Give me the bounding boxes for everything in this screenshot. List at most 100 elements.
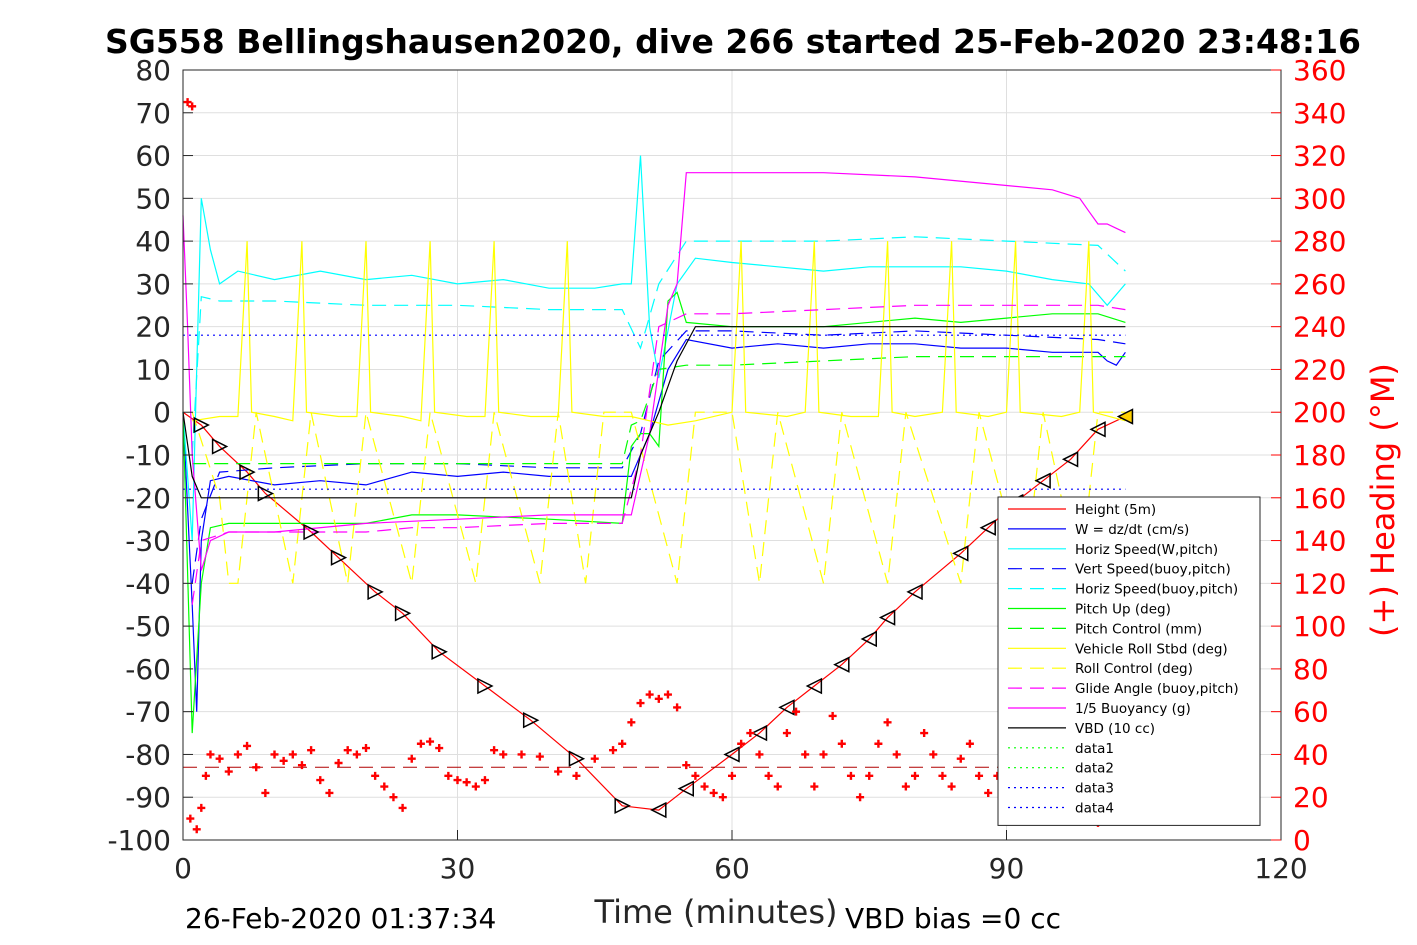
heading-point: [407, 754, 416, 763]
heading-point: [782, 729, 791, 738]
right-y-axis: 3603403203002802602402202001801601401201…: [1271, 54, 1346, 857]
depth-marker: [1089, 421, 1106, 438]
legend-label: data3: [1075, 781, 1114, 797]
y-tick-label: 80: [135, 54, 171, 87]
dive-end-time: 26-Feb-2020 01:37:34: [185, 902, 496, 935]
heading-point: [252, 763, 261, 772]
heading-point: [956, 754, 965, 763]
heading-point: [645, 690, 654, 699]
heading-point: [682, 761, 691, 770]
heading-point: [709, 788, 718, 797]
depth-marker: [614, 797, 631, 814]
depth-marker: [723, 746, 740, 763]
depth-marker: [650, 801, 667, 819]
heading-point: [590, 754, 599, 763]
legend-label: Vert Speed(buoy,pitch): [1075, 562, 1231, 578]
heading-point: [426, 737, 435, 746]
heading-point: [819, 750, 828, 759]
heading-point: [297, 761, 306, 770]
heading-point: [416, 739, 425, 748]
y-right-tick-label: 300: [1293, 182, 1346, 215]
heading-point: [609, 746, 618, 755]
depth-marker: [750, 724, 768, 742]
legend: Height (5m) W = dz/dt (cm/s) Horiz Speed(W…: [997, 496, 1261, 826]
heading-point: [792, 707, 801, 716]
heading-point: [371, 771, 380, 780]
heading-point: [654, 694, 663, 703]
depth-marker: [257, 485, 275, 502]
heading-point: [380, 782, 389, 791]
heading-point: [233, 750, 242, 759]
heading-point: [773, 782, 782, 791]
heading-point: [901, 782, 910, 791]
y-tick-label: -20: [125, 482, 171, 515]
heading-point: [572, 771, 581, 780]
y-right-tick-label: 0: [1293, 824, 1311, 857]
y-right-tick-label: 280: [1293, 225, 1346, 258]
heading-point: [929, 750, 938, 759]
depth-marker: [778, 699, 795, 716]
heading-point: [965, 739, 974, 748]
y-right-tick-label: 320: [1293, 140, 1346, 173]
heading-point: [490, 746, 499, 755]
depth-marker: [677, 780, 694, 797]
heading-point: [435, 744, 444, 753]
heading-point: [828, 711, 837, 720]
y-right-tick-label: 80: [1293, 653, 1329, 686]
series-line-6: [192, 356, 1126, 465]
legend-label: Horiz Speed(W,pitch): [1075, 542, 1218, 558]
legend-label: data4: [1075, 801, 1114, 817]
depth-marker: [952, 545, 969, 562]
heading-point: [920, 729, 929, 738]
series-line-10: [182, 172, 1126, 571]
y-tick-label: -80: [125, 738, 171, 771]
heading-point: [975, 771, 984, 780]
heading-point: [911, 771, 919, 780]
heading-point: [389, 793, 398, 802]
heading-point: [453, 776, 462, 785]
legend-label: VBD (10 cc): [1075, 721, 1155, 737]
heading-point: [206, 750, 215, 759]
heading-point: [883, 718, 892, 727]
heading-point: [197, 803, 206, 812]
legend-box: [997, 496, 1261, 826]
heading-point: [627, 718, 636, 727]
depth-marker: [239, 463, 256, 481]
heading-point: [718, 793, 727, 802]
y-right-tick-label: 260: [1293, 268, 1346, 301]
heading-point: [746, 729, 755, 738]
heading-point: [947, 782, 956, 791]
heading-point: [691, 771, 700, 780]
depth-marker: [1061, 451, 1079, 468]
heading-point: [325, 788, 334, 797]
series-line-0: [182, 411, 1126, 811]
series-line-7: [192, 241, 1126, 426]
y-tick-label: -40: [125, 567, 171, 600]
series-layer: [182, 155, 1134, 819]
depth-marker: [211, 438, 229, 455]
y-right-tick-label: 340: [1293, 97, 1346, 130]
depth-marker: [303, 523, 320, 541]
chart-title: SG558 Bellingshausen2020, dive 266 start…: [105, 22, 1361, 61]
legend-label: Pitch Control (mm): [1075, 621, 1202, 637]
y-right-tick-label: 360: [1293, 54, 1346, 87]
y-right-tick-label: 140: [1293, 525, 1346, 558]
heading-point: [846, 771, 855, 780]
heading-point: [892, 750, 901, 759]
heading-point: [224, 767, 233, 776]
vbd-bias: VBD bias =0 cc: [845, 902, 1061, 935]
legend-label: Horiz Speed(buoy,pitch): [1075, 582, 1238, 598]
heading-point: [398, 803, 407, 812]
y-right-tick-label: 180: [1293, 439, 1346, 472]
y-tick-label: 30: [135, 268, 171, 301]
depth-marker: [1034, 472, 1051, 489]
legend-label: data1: [1075, 741, 1114, 757]
heading-point: [535, 752, 544, 761]
heading-point: [938, 771, 947, 780]
depth-marker: [477, 677, 494, 695]
x-tick-label: 0: [174, 852, 192, 885]
depth-marker: [906, 583, 923, 601]
y-tick-label: 0: [153, 396, 171, 429]
heading-point: [554, 767, 563, 776]
heading-point: [801, 750, 810, 759]
